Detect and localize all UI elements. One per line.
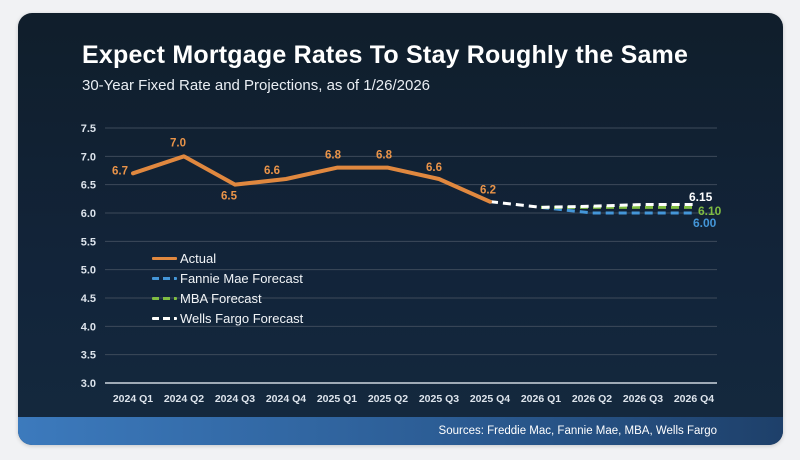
- legend-item-wells-fargo: Wells Fargo Forecast: [152, 310, 304, 326]
- svg-text:2025 Q1: 2025 Q1: [317, 393, 357, 405]
- legend-item-fannie-mae: Fannie Mae Forecast: [152, 270, 303, 286]
- chart-title: Expect Mortgage Rates To Stay Roughly th…: [82, 41, 689, 69]
- svg-text:6.10: 6.10: [698, 204, 722, 218]
- svg-text:3.5: 3.5: [81, 350, 96, 362]
- actual-line-swatch: [152, 256, 177, 260]
- svg-text:6.8: 6.8: [325, 150, 342, 162]
- svg-text:2024 Q3: 2024 Q3: [215, 393, 255, 405]
- svg-text:5.0: 5.0: [81, 265, 96, 277]
- svg-text:2026 Q1: 2026 Q1: [521, 393, 561, 405]
- legend-label-fannie-mae: Fannie Mae Forecast: [180, 270, 303, 286]
- svg-text:2025 Q4: 2025 Q4: [470, 393, 510, 405]
- wells-fargo-line-swatch: [152, 316, 177, 320]
- svg-text:2026 Q4: 2026 Q4: [674, 393, 714, 405]
- legend-item-mba: MBA Forecast: [152, 290, 303, 306]
- svg-text:2026 Q3: 2026 Q3: [623, 393, 663, 405]
- sources-bar: Sources: Freddie Mac, Fannie Mae, MBA, W…: [18, 417, 783, 445]
- chart-legend: Actual Fannie Mae Forecast MBA Forecast …: [152, 250, 304, 326]
- svg-text:5.5: 5.5: [81, 236, 96, 248]
- svg-text:6.15: 6.15: [689, 190, 713, 204]
- svg-text:6.6: 6.6: [426, 162, 442, 174]
- chart-card: 7.5 7.0 6.5 6.0 5.5 5.0 4.5 4.0 3.5 3.0 2024 Q1 202…: [18, 13, 783, 445]
- svg-text:4.5: 4.5: [81, 293, 96, 305]
- legend-label-actual: Actual: [180, 250, 217, 266]
- fannie-mae-line-swatch: [152, 276, 177, 280]
- svg-text:6.2: 6.2: [480, 185, 496, 197]
- svg-text:6.6: 6.6: [264, 165, 280, 177]
- svg-text:2024 Q1: 2024 Q1: [113, 393, 153, 405]
- svg-text:6.5: 6.5: [81, 180, 96, 192]
- svg-text:2024 Q2: 2024 Q2: [164, 393, 204, 405]
- svg-text:6.0: 6.0: [81, 208, 96, 220]
- svg-text:2025 Q2: 2025 Q2: [368, 393, 408, 405]
- sources-text: Sources: Freddie Mac, Fannie Mae, MBA, W…: [438, 425, 717, 437]
- svg-text:7.0: 7.0: [81, 151, 96, 163]
- mba-line-swatch: [152, 296, 177, 300]
- svg-text:2024 Q4: 2024 Q4: [266, 393, 306, 405]
- chart-subtitle: 30-Year Fixed Rate and Projections, as o…: [82, 77, 431, 94]
- svg-text:6.8: 6.8: [376, 150, 393, 162]
- svg-text:4.0: 4.0: [81, 321, 96, 333]
- legend-item-actual: Actual: [152, 250, 303, 266]
- svg-text:2025 Q3: 2025 Q3: [419, 393, 459, 405]
- svg-text:7.5: 7.5: [81, 123, 96, 135]
- svg-text:7.0: 7.0: [170, 137, 186, 149]
- legend-label-wells-fargo: Wells Fargo Forecast: [180, 310, 304, 326]
- svg-text:2026 Q2: 2026 Q2: [572, 393, 612, 405]
- legend-label-mba: MBA Forecast: [180, 290, 262, 306]
- svg-text:6.5: 6.5: [221, 191, 238, 203]
- svg-text:3.0: 3.0: [81, 378, 96, 390]
- svg-text:6.7: 6.7: [112, 165, 128, 177]
- svg-text:6.00: 6.00: [693, 216, 717, 230]
